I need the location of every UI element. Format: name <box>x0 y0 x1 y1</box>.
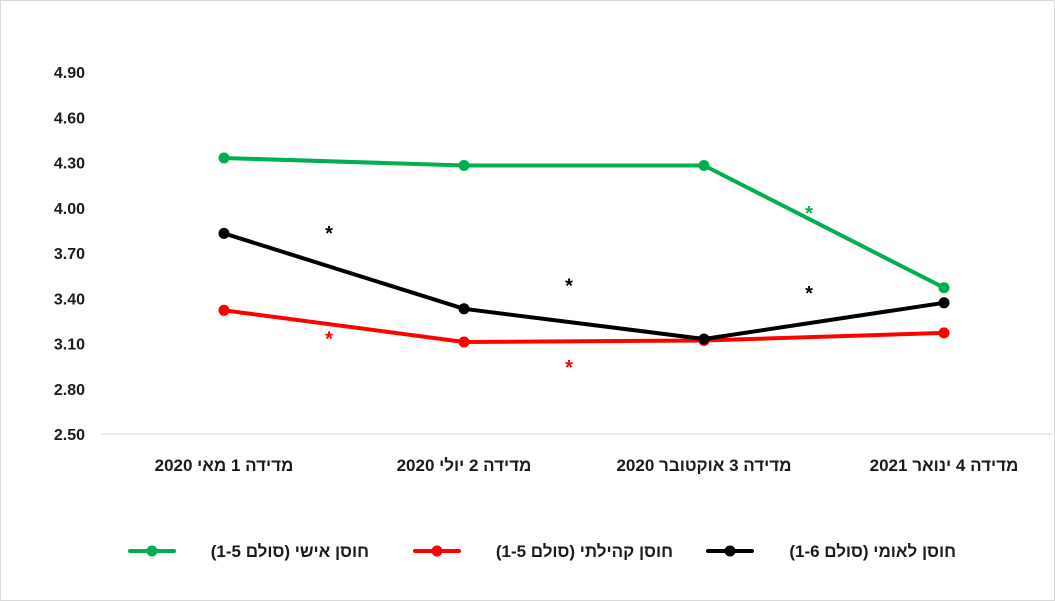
y-tick-label: 4.60 <box>54 110 85 127</box>
significance-asterisk: * <box>565 357 573 379</box>
data-point <box>938 327 950 339</box>
y-tick-label: 2.80 <box>54 382 85 399</box>
data-point <box>938 297 950 309</box>
y-tick-label: 2.50 <box>54 427 85 444</box>
significance-asterisk: * <box>325 223 333 245</box>
x-category-label: מדידה 1 מאי 2020 <box>155 456 294 475</box>
data-point <box>458 303 470 315</box>
series-line <box>222 156 946 290</box>
data-point <box>698 333 710 345</box>
data-point <box>458 336 470 348</box>
significance-asterisk: * <box>805 283 813 305</box>
data-point <box>218 152 230 164</box>
x-category-label: מדידה 4 ינואר 2021 <box>870 456 1019 475</box>
legend-swatch-marker <box>146 545 158 557</box>
data-point <box>218 227 230 239</box>
y-tick-label: 4.30 <box>54 156 85 173</box>
legend-label: חוסן קהילתי (סולם 1-5) <box>496 542 673 561</box>
series-line <box>222 308 946 344</box>
series-line <box>222 231 946 341</box>
series-lines <box>218 152 950 348</box>
y-tick-label: 3.70 <box>54 246 85 263</box>
significance-asterisk: * <box>805 203 813 225</box>
data-point <box>218 304 230 316</box>
legend-swatch-marker <box>724 545 736 557</box>
x-category-label: מדידה 2 יולי 2020 <box>397 456 532 475</box>
data-point <box>698 160 710 171</box>
legend-item: חוסן לאומי (סולם 1-6) <box>706 542 956 561</box>
legend-label: חוסן לאומי (סולם 1-6) <box>789 542 956 561</box>
y-tick-label: 3.40 <box>54 291 85 308</box>
y-tick-label: 3.10 <box>54 337 85 354</box>
x-axis: מדידה 1 מאי 2020 מדידה 2 יולי 2020 מדידה 3… <box>101 433 1053 475</box>
significance-annotations: * * * * * * <box>325 203 813 379</box>
legend-item: חוסן אישי (סולם 1-5) <box>128 542 369 561</box>
x-category-label: מדידה 3 אוקטובר 2020 <box>616 456 791 475</box>
legend-label: חוסן אישי (סולם 1-5) <box>211 542 369 561</box>
series-2 <box>218 227 950 345</box>
data-point <box>938 282 950 294</box>
y-axis: 2.50 2.80 3.10 3.40 3.70 4.00 4.30 4.60 4.90 <box>54 65 85 444</box>
legend-swatch-marker <box>431 545 443 557</box>
data-point <box>458 160 470 171</box>
y-tick-label: 4.00 <box>54 201 85 218</box>
y-tick-label: 4.90 <box>54 65 85 82</box>
series-0 <box>218 152 950 294</box>
legend: חוסן אישי (סולם 1-5) חוסן קהילתי (סולם 1-… <box>128 542 956 561</box>
significance-asterisk: * <box>565 276 573 298</box>
significance-asterisk: * <box>325 328 333 350</box>
legend-item: חוסן קהילתי (סולם 1-5) <box>413 542 673 561</box>
